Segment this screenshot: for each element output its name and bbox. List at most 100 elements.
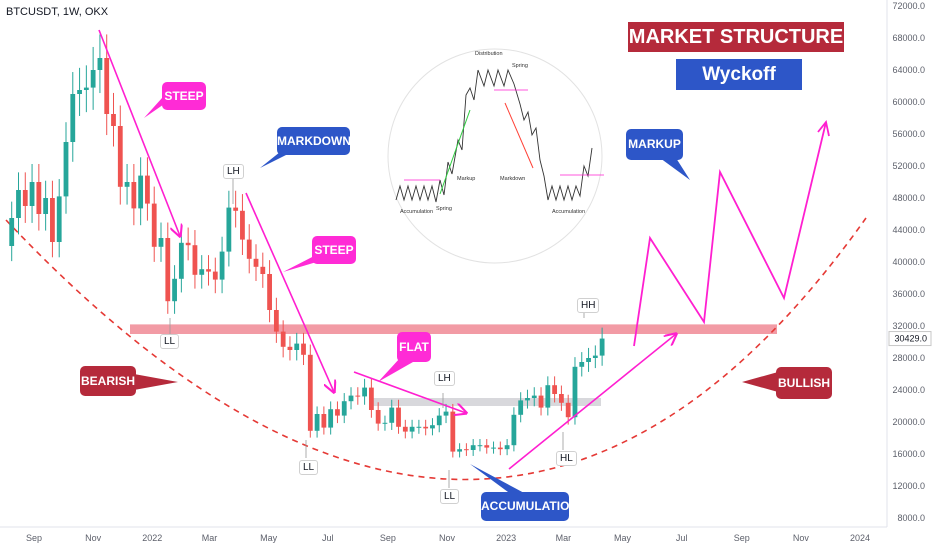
callout-pointer bbox=[470, 464, 526, 494]
last-price-tag bbox=[888, 331, 932, 347]
candle-body bbox=[219, 251, 225, 280]
candle-body bbox=[9, 218, 15, 246]
x-tick-label: Sep bbox=[734, 533, 750, 543]
candle-body bbox=[90, 70, 96, 88]
point-label-lh-1: LH bbox=[223, 164, 244, 179]
candle-body bbox=[151, 203, 157, 247]
point-label-ll-3: LL bbox=[440, 489, 460, 504]
candle-body bbox=[592, 355, 598, 358]
x-tick-label: May bbox=[260, 533, 278, 543]
candle-body bbox=[185, 242, 191, 246]
candle-body bbox=[565, 402, 571, 418]
candle-body bbox=[328, 409, 334, 428]
callout-markup: MARKUP bbox=[626, 129, 683, 160]
callout-pointer bbox=[742, 372, 778, 392]
inset-circle bbox=[387, 48, 603, 264]
candle-body bbox=[16, 190, 21, 218]
candle-body bbox=[321, 414, 327, 428]
y-axis-panel bbox=[887, 0, 932, 550]
candle-body bbox=[430, 425, 435, 429]
candle-body bbox=[538, 395, 544, 408]
candle-body bbox=[172, 278, 177, 302]
y-tick-label: 36000.0 bbox=[892, 289, 925, 299]
candle-body bbox=[484, 445, 490, 448]
candle-body bbox=[572, 366, 578, 418]
candle-body bbox=[253, 258, 259, 267]
candle-body bbox=[368, 387, 374, 410]
callout-steep-1: STEEP bbox=[162, 82, 206, 110]
symbol-label: BTCUSDT, 1W, OKX bbox=[6, 6, 109, 18]
last-price-label: 30429.0 bbox=[894, 334, 927, 344]
x-tick-label: Mar bbox=[556, 533, 572, 543]
candle-body bbox=[287, 346, 293, 350]
candle-body bbox=[463, 449, 469, 451]
y-tick-label: 40000.0 bbox=[892, 257, 925, 267]
callout-pointer bbox=[660, 158, 690, 180]
inset-label: Spring bbox=[512, 63, 528, 69]
y-tick-label: 24000.0 bbox=[892, 385, 925, 395]
inset-label: Accumulation bbox=[552, 209, 585, 215]
x-tick-label: 2022 bbox=[142, 533, 162, 543]
trend-arrow bbox=[508, 334, 676, 470]
candle-body bbox=[131, 182, 137, 209]
candle-body bbox=[165, 238, 171, 302]
candle-body bbox=[246, 239, 252, 259]
y-tick-label: 16000.0 bbox=[892, 449, 925, 459]
trend-arrow bbox=[353, 371, 466, 413]
point-label-hh: HH bbox=[577, 298, 600, 313]
candle-body bbox=[280, 331, 286, 347]
y-tick-label: 8000.0 bbox=[897, 513, 925, 523]
inset-label: Spring bbox=[436, 206, 452, 212]
candle-body bbox=[511, 414, 517, 446]
x-tick-label: Sep bbox=[380, 533, 396, 543]
candle-body bbox=[402, 426, 408, 432]
subtitle-badge: Wyckoff Cycle bbox=[676, 59, 802, 116]
callout-bullish: BULLISH bbox=[776, 367, 832, 399]
callout-flat: FLAT bbox=[397, 332, 431, 362]
title-badge: MARKET STRUCTURE 101 bbox=[628, 22, 844, 78]
callout-pointer bbox=[134, 374, 178, 390]
candle-body bbox=[192, 245, 198, 275]
y-tick-label: 68000.0 bbox=[892, 33, 925, 43]
callout-steep-2: STEEP bbox=[312, 236, 356, 264]
candle-body bbox=[36, 182, 42, 214]
candle-body bbox=[436, 415, 442, 426]
callout-markdown: MARKDOWN bbox=[277, 127, 351, 155]
y-tick-label: 44000.0 bbox=[892, 225, 925, 235]
candle-body bbox=[70, 94, 76, 142]
candle-body bbox=[83, 87, 89, 90]
candle-body bbox=[599, 338, 605, 356]
candle-body bbox=[267, 274, 272, 310]
candle-body bbox=[579, 362, 585, 367]
inset-label: Accumulation bbox=[400, 209, 433, 215]
x-tick-label: 2024 bbox=[850, 533, 870, 543]
inset-markdown-arrow bbox=[504, 102, 534, 169]
candle-body bbox=[124, 182, 130, 187]
candle-body bbox=[301, 343, 306, 355]
candle-body bbox=[504, 445, 510, 450]
candle-body bbox=[314, 414, 320, 431]
candle-body bbox=[491, 447, 496, 449]
projection-arrowhead bbox=[817, 119, 830, 137]
candle-body bbox=[63, 142, 69, 197]
candle-body bbox=[206, 269, 211, 272]
callout-pointer bbox=[378, 358, 420, 382]
cycle-curve bbox=[5, 217, 867, 481]
resistance-zone bbox=[130, 324, 777, 334]
trend-arrow bbox=[245, 192, 334, 392]
wyckoff-inset: Distribution Spring Markup Markdown Accumula… bbox=[387, 48, 604, 264]
candle-body bbox=[50, 198, 55, 242]
candle-body bbox=[233, 207, 239, 211]
candle-body bbox=[111, 114, 116, 126]
y-tick-label: 12000.0 bbox=[892, 481, 925, 491]
point-label-lh-2: LH bbox=[434, 371, 455, 386]
x-tick-label: Nov bbox=[439, 533, 456, 543]
candle-body bbox=[77, 90, 82, 94]
inset-label: Markup bbox=[457, 176, 475, 182]
candle-body bbox=[104, 58, 110, 114]
candle-body bbox=[423, 426, 429, 429]
candle-body bbox=[362, 387, 367, 397]
x-tick-label: Mar bbox=[202, 533, 218, 543]
